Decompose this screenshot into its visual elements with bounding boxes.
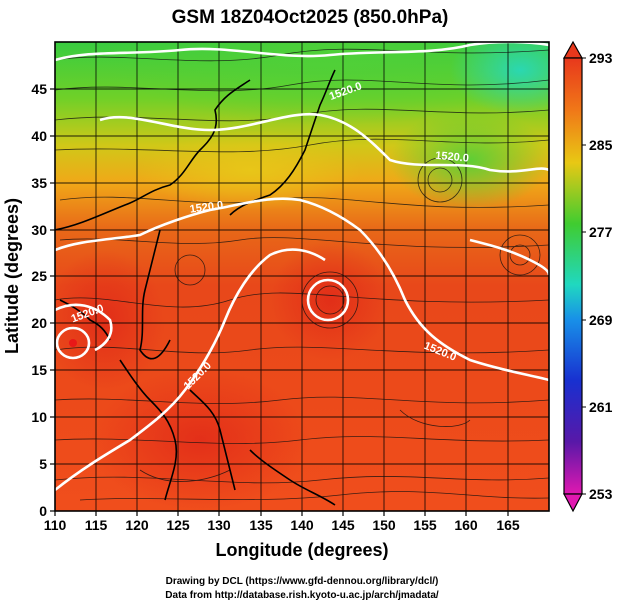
colorbar-label: 277 (589, 224, 613, 240)
y-tick-label: 5 (39, 456, 47, 472)
x-tick-label: 145 (331, 517, 355, 533)
x-tick-labels: 110 115 120 125 130 135 140 145 150 155 … (44, 517, 520, 533)
x-tick-label: 140 (290, 517, 314, 533)
map-plot-area: 1520.0 1520.0 1520.0 1520.0 1520.0 1520.… (55, 42, 549, 511)
warm-region-south-china (55, 250, 165, 390)
x-tick-label: 155 (413, 517, 437, 533)
x-tick-label: 135 (249, 517, 273, 533)
y-axis-label: Latitude (degrees) (2, 198, 22, 354)
y-tick-label: 20 (31, 315, 47, 331)
colorbar-bottom-arrow (563, 493, 583, 513)
x-tick-label: 110 (44, 517, 67, 533)
y-tick-label: 45 (31, 81, 47, 97)
x-tick-label: 150 (372, 517, 396, 533)
contour-label: 1520.0 (435, 150, 470, 165)
x-tick-label: 115 (85, 517, 108, 533)
x-tick-label: 120 (125, 517, 149, 533)
x-tick-label: 165 (496, 517, 520, 533)
y-tick-label: 25 (31, 268, 47, 284)
green-region-northeast (390, 110, 549, 210)
credit-line-2: Data from http://database.rish.kyoto-u.a… (165, 590, 439, 601)
geopotential-contours (55, 42, 549, 492)
colorbar-label: 261 (589, 399, 613, 415)
x-tick-label: 130 (207, 517, 231, 533)
y-tick-label: 10 (31, 409, 47, 425)
y-tick-labels: 0 5 10 15 20 25 30 35 40 45 (31, 81, 47, 519)
colorbar-label: 269 (589, 312, 613, 328)
y-tick-label: 0 (39, 503, 47, 519)
y-tick-label: 15 (31, 362, 47, 378)
credit-line-1: Drawing by DCL (https://www.gfd-dennou.o… (166, 576, 439, 587)
cold-region-north (100, 42, 549, 125)
y-tick-label: 40 (31, 128, 47, 144)
cyan-region-northeast (450, 42, 549, 115)
typhoon-center-marker (69, 339, 77, 347)
axis-tick-marks (50, 88, 509, 516)
y-tick-label: 35 (31, 175, 47, 191)
x-tick-label: 160 (454, 517, 478, 533)
warm-region-west-pacific (270, 240, 390, 360)
colorbar-label: 285 (589, 137, 613, 153)
colorbar-body (563, 57, 583, 495)
colorbar: 293 285 277 269 261 253 (562, 40, 613, 513)
y-tick-label: 30 (31, 222, 47, 238)
x-tick-label: 125 (166, 517, 190, 533)
colorbar-label: 253 (589, 486, 613, 502)
x-axis-label: Longitude (degrees) (215, 540, 388, 560)
warm-region-south (90, 370, 310, 510)
colorbar-label: 293 (589, 50, 613, 66)
figure-title: GSM 18Z04Oct2025 (850.0hPa) (172, 7, 449, 28)
colorbar-top-arrow (562, 40, 584, 59)
contour-label: 1520.0 (189, 199, 224, 216)
